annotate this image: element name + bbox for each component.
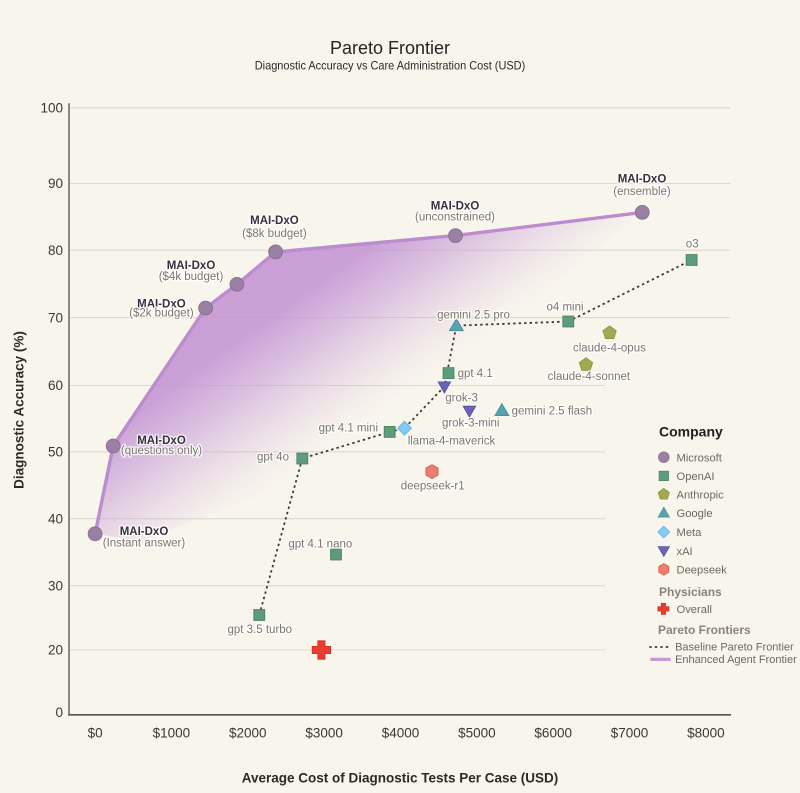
- svg-text:Deepseek: Deepseek: [677, 565, 728, 577]
- svg-text:100: 100: [40, 100, 63, 115]
- svg-text:o4 mini: o4 mini: [546, 302, 583, 314]
- svg-text:Physicians: Physicians: [659, 585, 722, 599]
- svg-text:Microsoft: Microsoft: [677, 452, 723, 464]
- svg-text:90: 90: [48, 176, 63, 191]
- svg-text:60: 60: [48, 378, 63, 393]
- svg-text:Anthropic: Anthropic: [677, 489, 725, 501]
- svg-text:MAI-DxO: MAI-DxO: [618, 174, 667, 186]
- svg-text:($2k budget): ($2k budget): [129, 308, 194, 320]
- svg-text:$6000: $6000: [534, 726, 572, 741]
- svg-text:30: 30: [48, 578, 63, 593]
- svg-text:claude-4-opus: claude-4-opus: [573, 343, 646, 355]
- svg-text:MAI-DxO: MAI-DxO: [167, 260, 216, 272]
- svg-text:50: 50: [48, 445, 63, 460]
- svg-text:Average Cost of Diagnostic Tes: Average Cost of Diagnostic Tests Per Cas…: [242, 771, 559, 786]
- svg-text:Diagnostic Accuracy vs Care Ad: Diagnostic Accuracy vs Care Administrati…: [255, 59, 526, 73]
- svg-text:(questions only): (questions only): [121, 445, 202, 457]
- svg-text:Diagnostic Accuracy (%): Diagnostic Accuracy (%): [12, 331, 27, 489]
- svg-text:0: 0: [55, 705, 63, 720]
- svg-text:OpenAI: OpenAI: [677, 471, 715, 483]
- svg-text:Pareto Frontier: Pareto Frontier: [330, 38, 450, 58]
- svg-text:gpt 4.1: gpt 4.1: [458, 368, 493, 380]
- svg-text:llama-4-maverick: llama-4-maverick: [408, 435, 496, 447]
- svg-text:Pareto Frontiers: Pareto Frontiers: [658, 623, 751, 637]
- svg-text:Enhanced Agent Frontier: Enhanced Agent Frontier: [675, 654, 797, 666]
- svg-text:xAI: xAI: [677, 546, 693, 558]
- svg-text:MAI-DxO: MAI-DxO: [431, 201, 480, 213]
- svg-text:40: 40: [48, 511, 63, 526]
- svg-text:gpt 3.5 turbo: gpt 3.5 turbo: [228, 624, 293, 636]
- svg-text:(ensemble): (ensemble): [613, 186, 671, 198]
- svg-text:gpt 4.1 mini: gpt 4.1 mini: [319, 422, 378, 434]
- svg-text:gemini 2.5 flash: gemini 2.5 flash: [512, 405, 593, 417]
- svg-text:($8k budget): ($8k budget): [242, 228, 307, 240]
- svg-text:(Instant answer): (Instant answer): [103, 538, 186, 550]
- svg-text:$1000: $1000: [153, 726, 191, 741]
- svg-text:MAI-DxO: MAI-DxO: [250, 215, 299, 227]
- svg-text:MAI-DxO: MAI-DxO: [120, 526, 169, 538]
- svg-text:claude-4-sonnet: claude-4-sonnet: [548, 371, 631, 383]
- svg-text:$7000: $7000: [611, 726, 649, 741]
- svg-text:70: 70: [48, 310, 63, 325]
- svg-text:(unconstrained): (unconstrained): [415, 211, 495, 223]
- svg-text:20: 20: [48, 643, 63, 658]
- svg-text:$0: $0: [88, 726, 103, 741]
- svg-text:$3000: $3000: [305, 726, 343, 741]
- svg-text:grok-3: grok-3: [445, 393, 478, 405]
- svg-text:MAI-DxO: MAI-DxO: [137, 435, 186, 447]
- svg-text:gemini 2.5 pro: gemini 2.5 pro: [437, 309, 510, 321]
- svg-text:MAI-DxO: MAI-DxO: [137, 299, 186, 311]
- svg-text:Overall: Overall: [677, 604, 712, 616]
- svg-text:$8000: $8000: [687, 726, 725, 741]
- svg-text:($4k budget): ($4k budget): [159, 271, 224, 283]
- svg-text:Company: Company: [659, 424, 723, 440]
- svg-text:Baseline Pareto Frontier: Baseline Pareto Frontier: [675, 642, 794, 654]
- svg-text:Google: Google: [677, 508, 713, 520]
- svg-text:Meta: Meta: [677, 527, 703, 539]
- svg-text:deepseek-r1: deepseek-r1: [401, 480, 465, 492]
- svg-text:$4000: $4000: [382, 726, 420, 741]
- svg-text:$5000: $5000: [458, 726, 496, 741]
- svg-text:gpt 4o: gpt 4o: [257, 451, 289, 463]
- svg-text:grok-3-mini: grok-3-mini: [442, 418, 500, 430]
- svg-text:gpt 4.1 nano: gpt 4.1 nano: [288, 539, 352, 551]
- svg-text:$2000: $2000: [229, 726, 267, 741]
- svg-text:80: 80: [48, 243, 63, 258]
- svg-text:o3: o3: [686, 239, 699, 251]
